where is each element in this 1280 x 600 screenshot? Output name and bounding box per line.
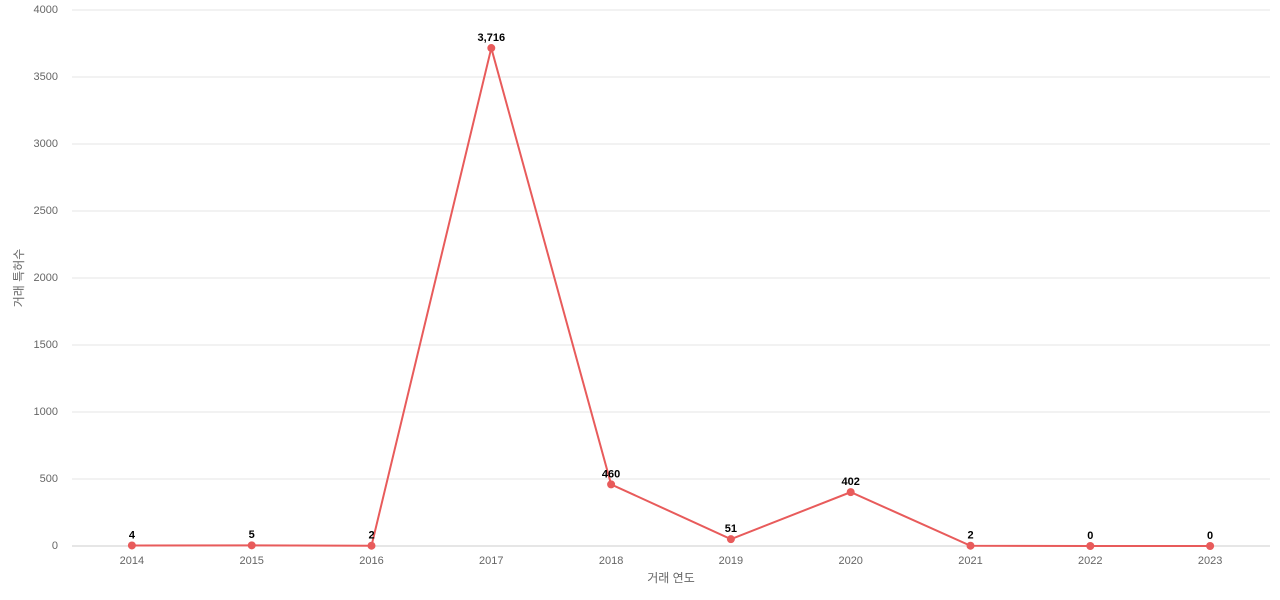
y-tick-label: 4000 <box>34 4 58 16</box>
y-tick-label: 1000 <box>34 406 58 418</box>
x-tick-label: 2022 <box>1078 555 1102 567</box>
x-tick-label: 2018 <box>599 555 623 567</box>
y-tick-label: 2500 <box>34 205 58 217</box>
x-tick-label: 2019 <box>719 555 743 567</box>
x-tick-label: 2020 <box>838 555 862 567</box>
point <box>1086 542 1095 550</box>
point <box>247 541 256 550</box>
point <box>966 541 975 550</box>
x-tick-label: 2021 <box>958 555 982 567</box>
point <box>846 488 855 497</box>
value-label: 5 <box>249 529 255 541</box>
x-tick-label: 2023 <box>1198 555 1222 567</box>
value-label: 3,716 <box>478 32 506 44</box>
value-label: 51 <box>725 523 737 535</box>
y-axis-label: 거래 특허수 <box>12 249 26 308</box>
y-tick-label: 3500 <box>34 71 58 83</box>
point <box>367 541 376 550</box>
point <box>1206 542 1215 550</box>
point <box>607 480 616 489</box>
value-label: 402 <box>842 476 860 488</box>
x-tick-label: 2017 <box>479 555 503 567</box>
value-label: 2 <box>368 530 374 542</box>
y-tick-label: 0 <box>52 540 58 552</box>
y-tick-label: 1500 <box>34 339 58 351</box>
x-tick-label: 2015 <box>239 555 263 567</box>
value-label: 0 <box>1207 530 1213 542</box>
value-label: 2 <box>967 530 973 542</box>
y-tick-label: 3000 <box>34 138 58 150</box>
x-tick-label: 2014 <box>120 555 144 567</box>
point <box>487 44 496 53</box>
point <box>726 535 735 544</box>
x-axis-label: 거래 연도 <box>647 571 695 585</box>
x-tick-label: 2016 <box>359 555 383 567</box>
point <box>127 541 136 550</box>
y-tick-label: 500 <box>40 473 58 485</box>
value-label: 460 <box>602 468 620 480</box>
value-label: 4 <box>129 529 136 541</box>
y-tick-label: 2000 <box>34 272 58 284</box>
line <box>131 47 1211 547</box>
value-label: 0 <box>1087 530 1093 542</box>
